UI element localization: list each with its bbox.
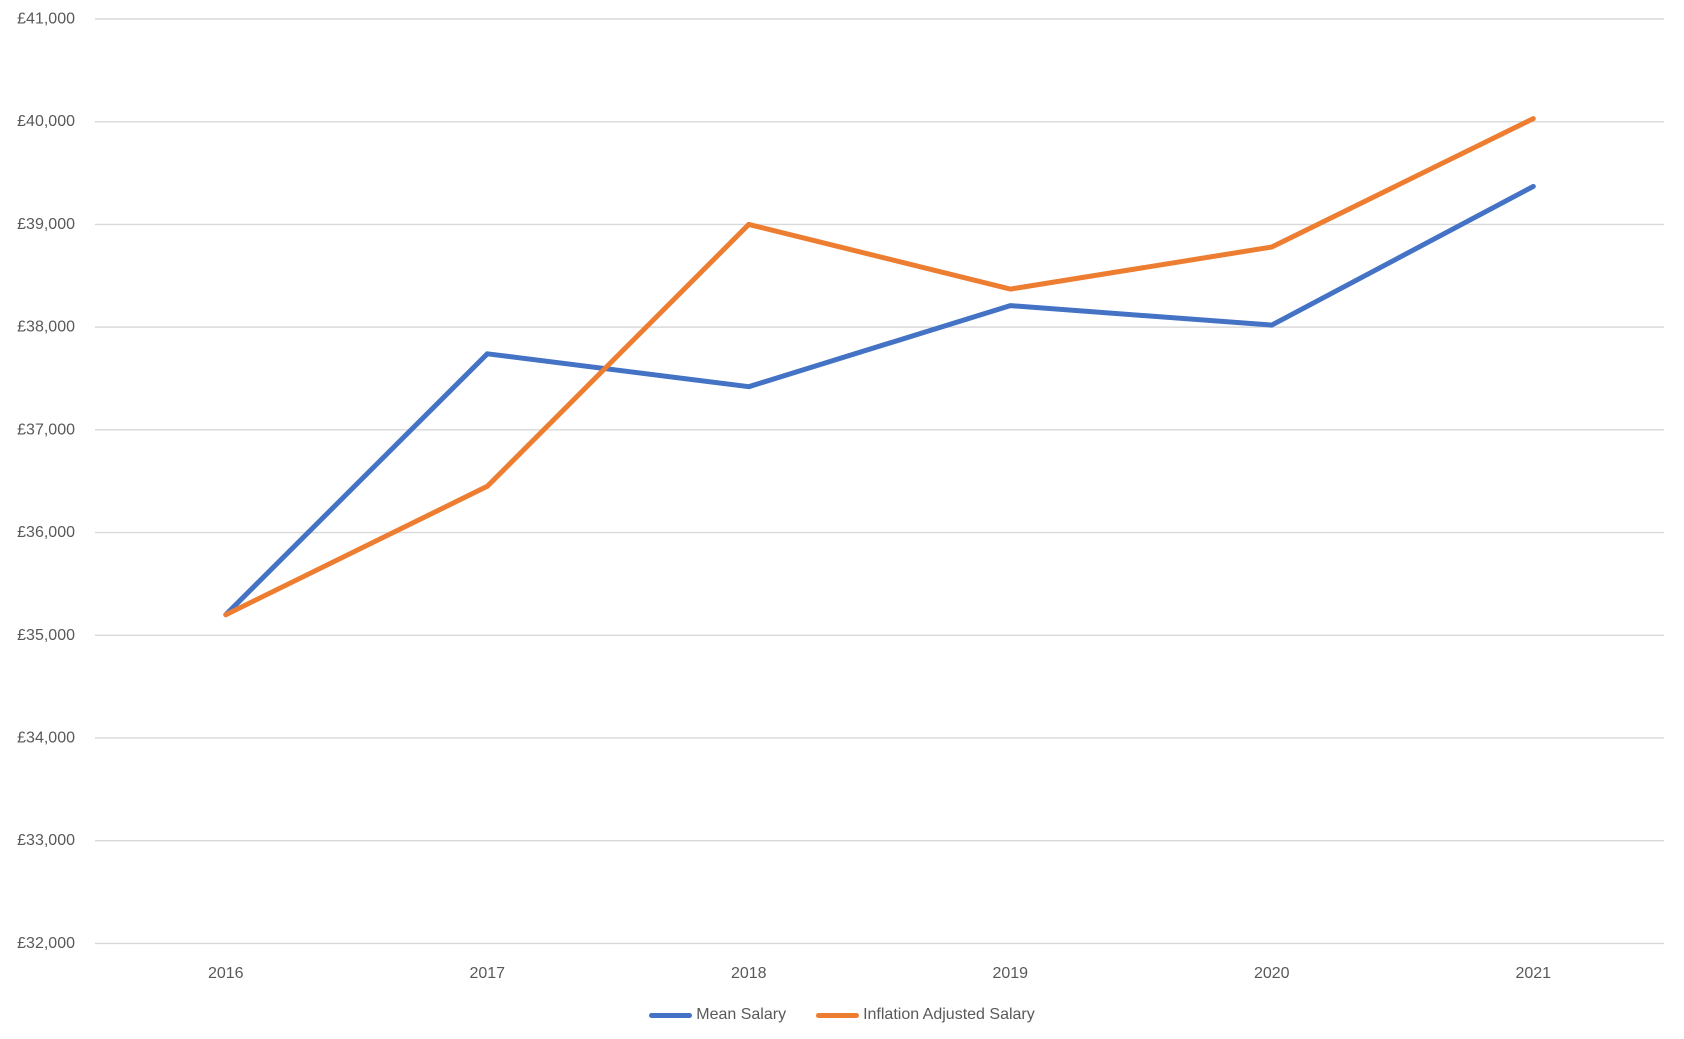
x-axis-label-2018: 2018	[731, 965, 767, 982]
y-axis-label-39000: £39,000	[17, 216, 75, 233]
series-line-inflation-adjusted-salary	[223, 116, 1536, 618]
x-axis-label-2021: 2021	[1515, 965, 1551, 982]
legend-item-mean-salary: Mean Salary	[649, 1006, 786, 1024]
legend-marker-inflation-adjusted-salary	[816, 1012, 860, 1018]
legend-label-inflation-adjusted-salary: Inflation Adjusted Salary	[863, 1006, 1035, 1023]
chart-legend: Mean Salary Inflation Adjusted Salary	[0, 1001, 1684, 1029]
x-axis-label-2020: 2020	[1254, 965, 1290, 982]
y-axis-label-40000: £40,000	[17, 113, 75, 130]
y-axis-label-33000: £33,000	[17, 832, 75, 849]
legend-item-inflation-adjusted-salary: Inflation Adjusted Salary	[816, 1006, 1035, 1024]
series-line-mean-salary	[223, 183, 1536, 618]
y-axis-label-37000: £37,000	[17, 421, 75, 438]
y-axis-label-36000: £36,000	[17, 524, 75, 541]
x-axis-label-2019: 2019	[992, 965, 1028, 982]
x-axis-label-2016: 2016	[208, 965, 244, 982]
x-axis-label-2017: 2017	[469, 965, 505, 982]
y-axis-label-35000: £35,000	[17, 627, 75, 644]
y-axis-label-38000: £38,000	[17, 319, 75, 336]
legend-label-mean-salary: Mean Salary	[696, 1006, 787, 1023]
y-axis-label-41000: £41,000	[17, 11, 75, 28]
legend-marker-mean-salary	[649, 1012, 693, 1018]
y-axis-label-34000: £34,000	[17, 729, 75, 746]
y-axis-label-32000: £32,000	[17, 935, 75, 952]
